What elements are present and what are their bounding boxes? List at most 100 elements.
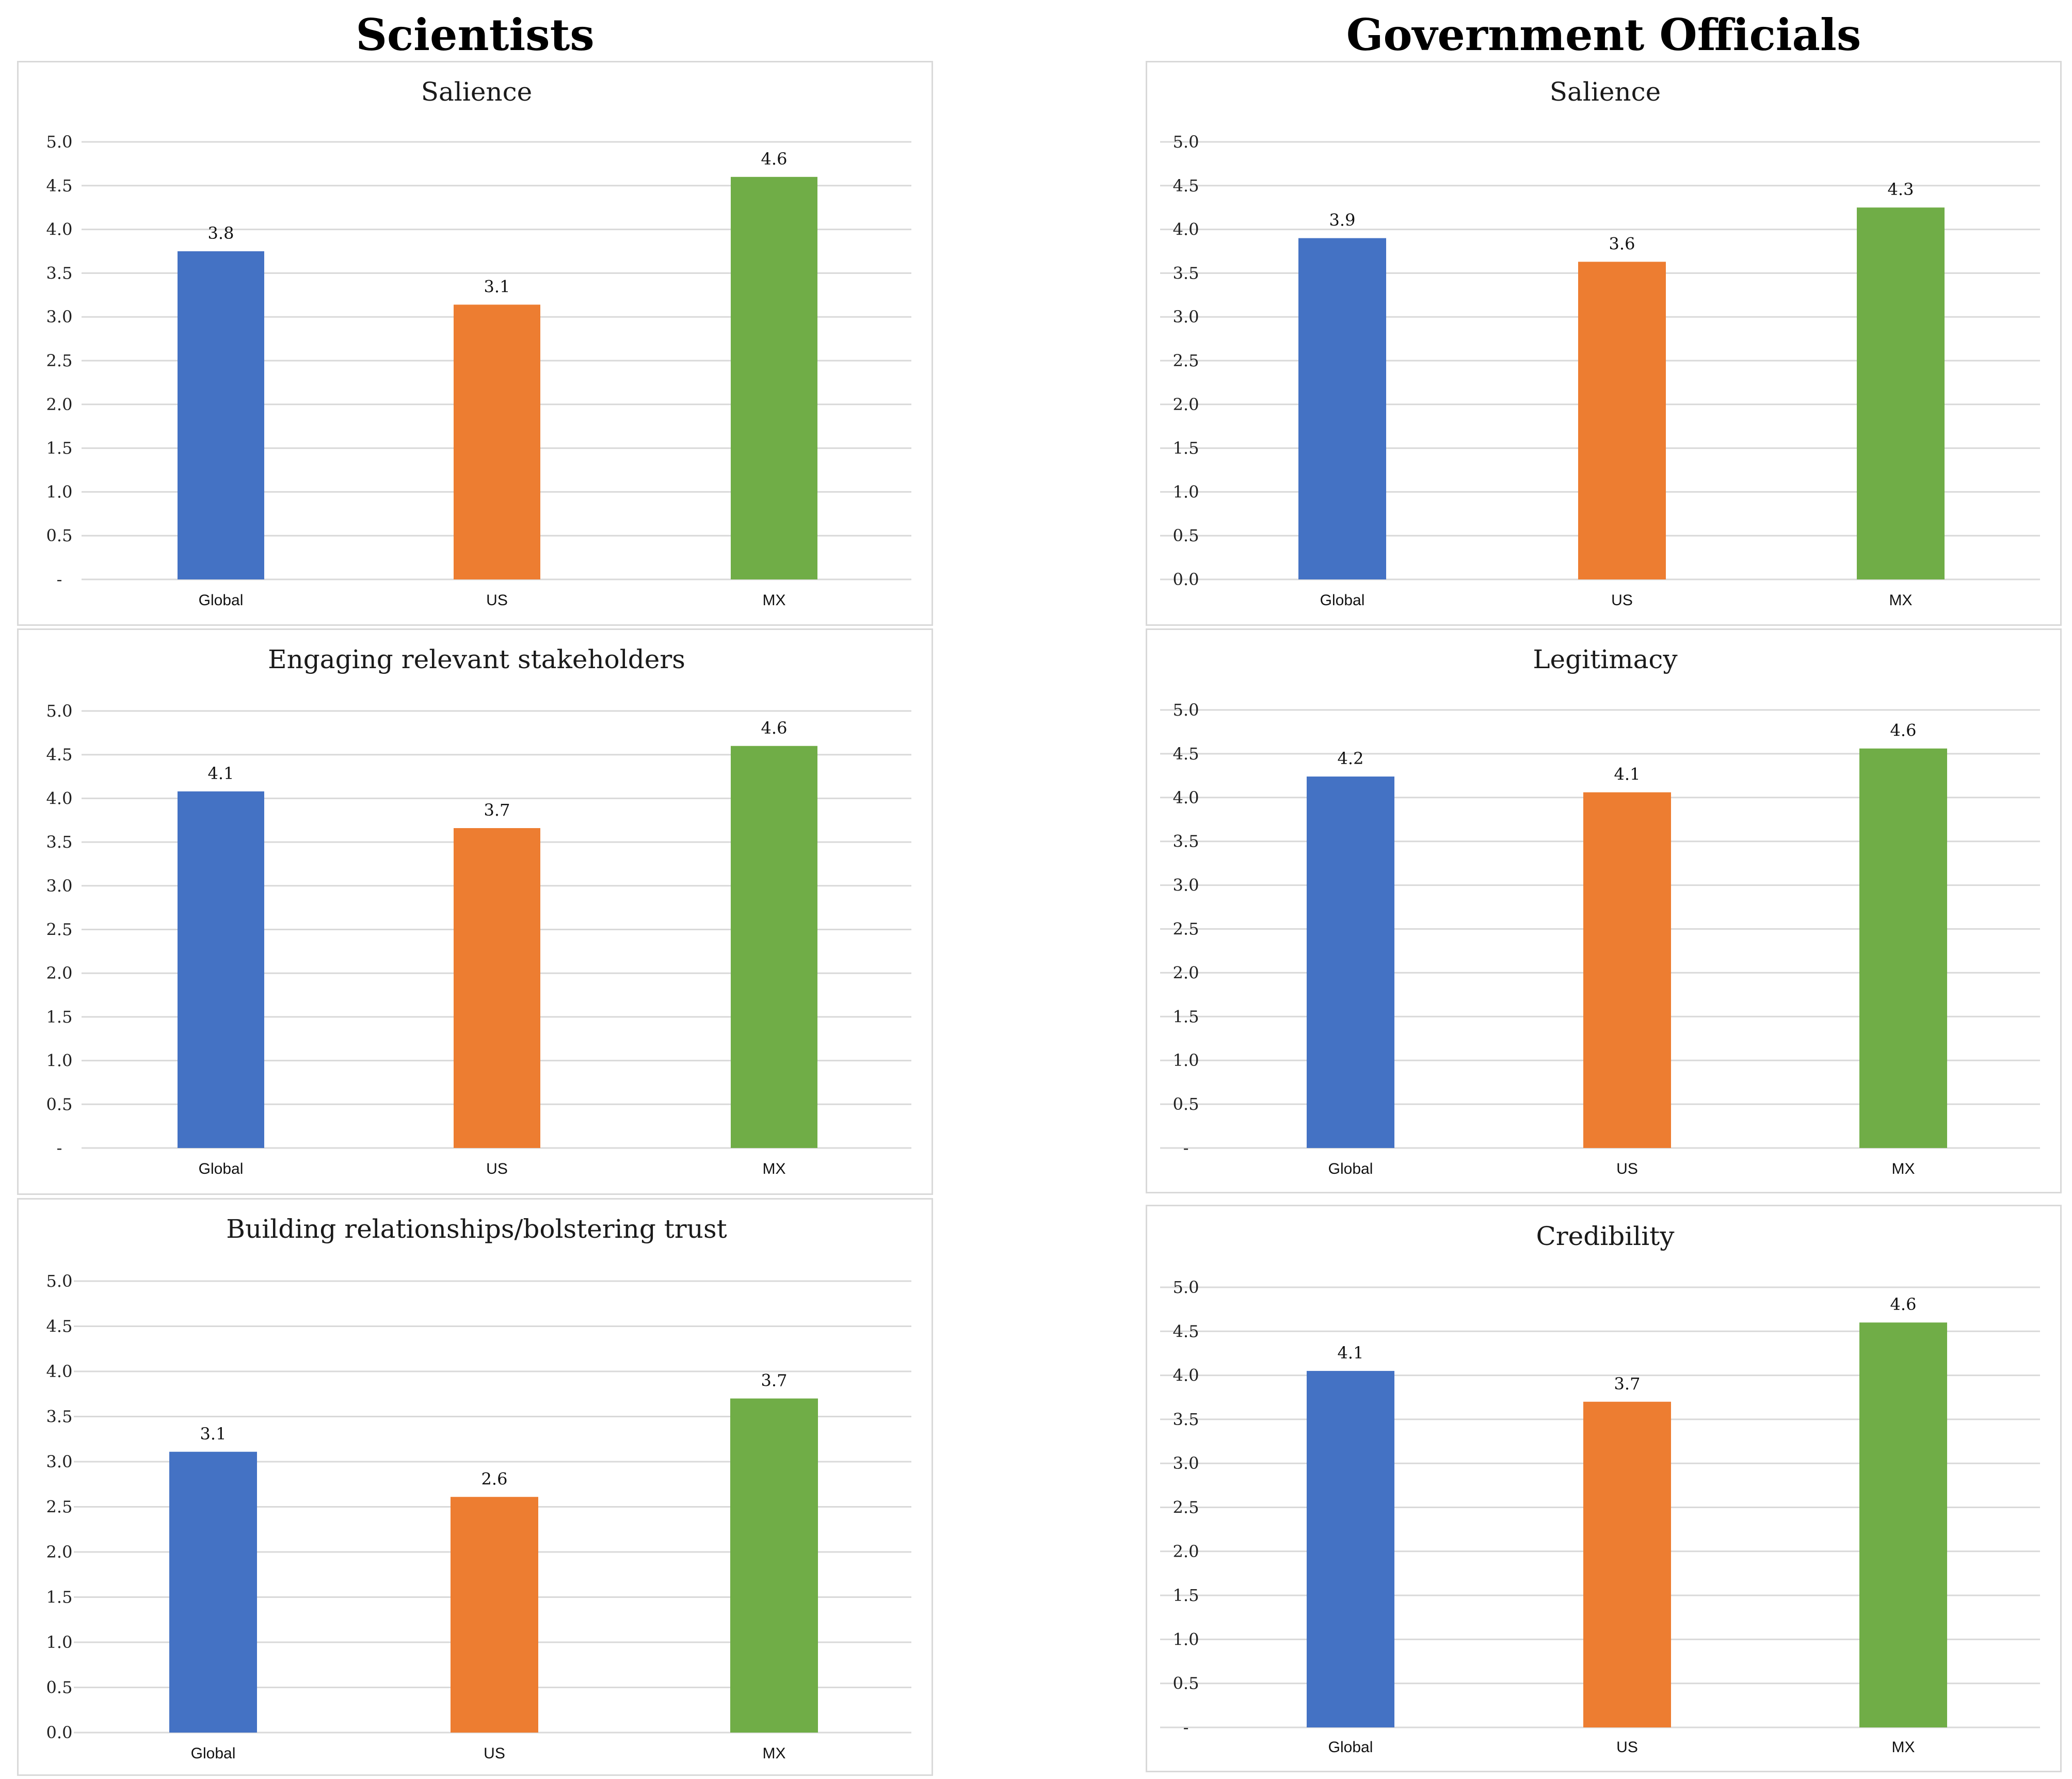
x-category-label: MX [763, 592, 786, 609]
chart-title: Building relationships/bolstering trust [226, 1214, 727, 1244]
y-tick-label: 2.0 [1173, 395, 1199, 414]
data-label: 4.1 [208, 764, 234, 783]
y-tick-label: 1.0 [46, 1051, 73, 1071]
x-category-label: US [1616, 1739, 1638, 1756]
x-category-label: US [486, 592, 508, 609]
bar-global [1307, 777, 1394, 1148]
y-tick-label: 4.5 [1173, 744, 1199, 764]
x-category-label: US [484, 1745, 505, 1762]
data-label: 3.7 [761, 1371, 788, 1390]
y-tick-label: 5.0 [1173, 132, 1199, 152]
y-tick-label: 2.5 [1173, 919, 1199, 939]
y-tick-label: 4.0 [46, 220, 73, 239]
chart-svg: Legitimacy - 0.5 1.0 1.5 2.0 2.5 3.0 3.5 4.0 4.5 5.… [1160, 644, 2040, 1177]
chart-title: Legitimacy [1533, 644, 1678, 674]
bar-us [1583, 792, 1671, 1148]
chart-panel-government-legitimacy: Legitimacy - 0.5 1.0 1.5 2.0 2.5 3.0 3.5 4.0 4.5 5.… [1146, 628, 2062, 1193]
y-tick-label: 5.0 [46, 132, 73, 152]
bar-global [1298, 238, 1386, 579]
bar-us [454, 828, 540, 1148]
bar-global [178, 791, 264, 1148]
y-tick-label: 5.0 [46, 701, 73, 721]
x-category-label: Global [191, 1745, 236, 1762]
y-tick-label: 5.0 [1173, 1277, 1199, 1297]
data-label: 4.6 [1890, 721, 1917, 740]
y-tick-label: 0.5 [1173, 1674, 1199, 1693]
chart-title: Credibility [1536, 1221, 1675, 1251]
x-category-label: Global [1328, 1739, 1373, 1756]
y-tick-label: 5.0 [46, 1271, 73, 1291]
bar-us [451, 1497, 538, 1733]
x-category-label: MX [763, 1745, 786, 1762]
data-label: 4.2 [1338, 749, 1364, 768]
bar-global [178, 251, 264, 579]
y-tick-label: 1.5 [46, 1007, 73, 1027]
bar-mx [731, 176, 817, 580]
y-tick-label: 2.5 [1173, 351, 1199, 370]
data-label: 3.7 [1614, 1374, 1641, 1394]
bar-mx [730, 1398, 818, 1733]
x-category-label: Global [1320, 592, 1365, 609]
y-tick-label: 3.5 [46, 1407, 73, 1427]
y-tick-label: 4.0 [1173, 1366, 1199, 1385]
x-category-label: Global [199, 1160, 244, 1177]
y-tick-label: 4.5 [46, 1317, 73, 1336]
chart-svg: Salience 0.0 0.5 1.0 1.5 2.0 2.5 3.0 3.5 4.0 4.5 5.… [1160, 77, 2040, 609]
bar-mx [1859, 748, 1947, 1148]
data-label: 3.8 [208, 223, 234, 243]
x-category-label: US [1616, 1160, 1638, 1177]
data-label: 4.6 [761, 149, 788, 169]
y-tick-label: 3.5 [46, 263, 73, 283]
chart-svg: Salience - 0.5 1.0 1.5 2.0 2.5 3.0 3.5 4.0 4.5 5.0 3… [46, 77, 911, 609]
y-tick-label: 4.0 [46, 1362, 73, 1381]
y-tick-label: 2.5 [46, 1497, 73, 1517]
y-tick-label: 3.0 [1173, 1453, 1199, 1473]
y-tick-label: 3.5 [1173, 832, 1199, 851]
y-tick-label: 2.0 [1173, 1542, 1199, 1561]
x-category-label: Global [1328, 1160, 1373, 1177]
y-tick-label: 0.0 [1173, 570, 1199, 589]
bar-mx [731, 746, 817, 1148]
x-category-label: Global [199, 592, 244, 609]
y-tick-label: 1.5 [46, 1588, 73, 1607]
y-tick-label: 1.5 [1173, 1007, 1199, 1026]
y-tick-label: 1.0 [1173, 482, 1199, 502]
y-tick-label: 0.5 [46, 526, 73, 545]
x-category-label: US [1611, 592, 1633, 609]
y-tick-label: 0.5 [46, 1678, 73, 1697]
y-tick-label: 3.0 [1173, 876, 1199, 895]
bar-us [1583, 1401, 1671, 1727]
data-label: 3.1 [200, 1424, 227, 1444]
y-tick-label: 4.5 [1173, 1321, 1199, 1341]
y-tick-label: 0.5 [1173, 1094, 1199, 1114]
y-tick-label: - [57, 1138, 62, 1158]
x-category-label: MX [1892, 1739, 1915, 1756]
chart-panel-scientists-salience: Salience - 0.5 1.0 1.5 2.0 2.5 3.0 3.5 4.0 4.5 5.0 3… [17, 61, 933, 626]
y-tick-label: 2.5 [46, 351, 73, 370]
chart-title: Engaging relevant stakeholders [268, 644, 685, 674]
bar-us [454, 304, 540, 579]
y-tick-label: - [1183, 1718, 1189, 1737]
bar-global [169, 1451, 257, 1733]
y-tick-label: 3.0 [46, 1452, 73, 1471]
y-tick-label: 4.5 [1173, 176, 1199, 196]
data-label: 4.1 [1338, 1343, 1364, 1363]
y-tick-label: 2.0 [46, 1542, 73, 1562]
chart-title: Salience [1550, 77, 1661, 107]
x-category-label: MX [1889, 592, 1913, 609]
y-tick-label: - [57, 570, 62, 589]
y-tick-label: 4.5 [46, 745, 73, 765]
data-label: 3.6 [1609, 234, 1635, 253]
data-label: 2.6 [481, 1469, 508, 1489]
y-tick-label: 2.5 [1173, 1498, 1199, 1517]
column-title-government-officials: Government Officials [1346, 9, 1861, 60]
y-tick-label: 3.5 [1173, 263, 1199, 283]
chart-svg: Credibility - 0.5 1.0 1.5 2.0 2.5 3.0 3.5 4.0 4.5 5… [1160, 1221, 2040, 1756]
x-category-label: US [486, 1160, 508, 1177]
chart-panel-scientists-engaging: Engaging relevant stakeholders - 0.5 1.0 1.5… [17, 628, 933, 1195]
y-tick-label: 2.0 [46, 395, 73, 414]
y-tick-label: 0.5 [1173, 526, 1199, 545]
y-tick-label: 1.5 [1173, 1586, 1199, 1605]
x-category-label: MX [763, 1160, 786, 1177]
y-tick-label: 1.0 [1173, 1050, 1199, 1070]
